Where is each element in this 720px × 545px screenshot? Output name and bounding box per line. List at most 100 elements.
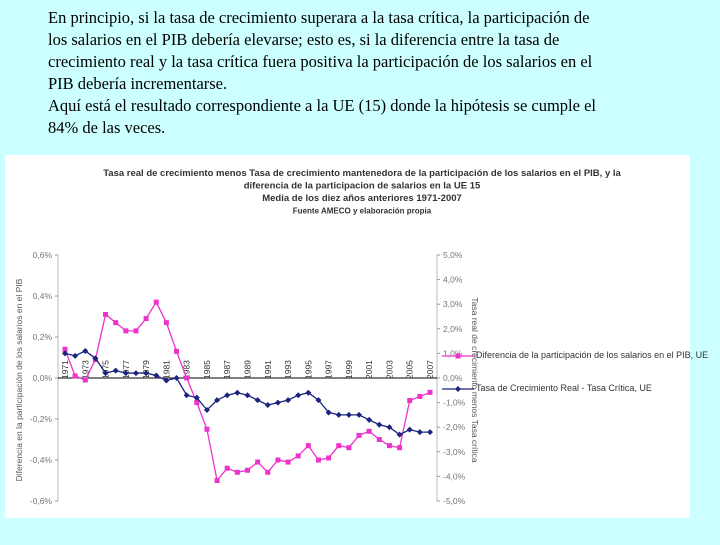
point: [417, 393, 423, 399]
point: [234, 389, 241, 396]
point: [193, 394, 200, 401]
point: [325, 409, 332, 416]
x-tick-label: 1971: [60, 360, 70, 379]
point: [407, 398, 413, 404]
point: [184, 375, 190, 381]
y2-tick-label: -1,0%: [443, 398, 466, 408]
point: [376, 421, 383, 428]
x-tick-label: 1981: [161, 360, 171, 379]
point: [397, 445, 403, 451]
x-tick-label: 2001: [364, 360, 374, 379]
point: [143, 316, 149, 322]
point: [315, 397, 322, 404]
point: [122, 370, 129, 377]
point: [356, 432, 362, 438]
y-tick-label: 0,0%: [33, 373, 53, 383]
x-tick-label: 1995: [303, 360, 313, 379]
point: [396, 431, 403, 438]
x-tick-label: 1989: [243, 360, 253, 379]
point: [285, 459, 291, 465]
slide-text-line: Aquí está el resultado correspondiente a…: [48, 96, 596, 115]
point: [386, 443, 392, 449]
chart-title: Fuente AMECO y elaboración propia: [293, 207, 432, 216]
slide-text-line: En principio, si la tasa de crecimiento …: [48, 8, 590, 27]
point: [265, 469, 271, 475]
point: [345, 411, 352, 418]
y2-tick-label: 4,0%: [443, 275, 463, 285]
y2-tick-label: -5,0%: [443, 496, 466, 506]
point: [275, 457, 281, 463]
x-tick-label: 1993: [283, 360, 293, 379]
x-tick-label: 1977: [121, 360, 131, 379]
point: [214, 397, 221, 404]
x-tick-label: 1973: [80, 360, 90, 379]
x-tick-label: 1997: [324, 360, 334, 379]
point: [245, 467, 250, 473]
y2-axis-label: Tasa real de crecimiento menos Tasa crít…: [470, 297, 480, 462]
point: [163, 320, 169, 326]
y-tick-label: -0,6%: [30, 496, 53, 506]
point: [203, 406, 210, 413]
y-tick-label: 0,6%: [33, 250, 53, 260]
point: [326, 455, 332, 461]
point: [376, 437, 382, 442]
slide-text-line: crecimiento real y la tasa crítica fuera…: [48, 52, 593, 71]
point: [82, 377, 88, 383]
y-tick-label: -0,4%: [30, 455, 53, 465]
point: [406, 426, 413, 433]
point: [356, 411, 363, 418]
point: [62, 346, 68, 352]
point: [234, 469, 240, 475]
point: [255, 459, 261, 465]
legend-swatch: [442, 353, 474, 359]
point: [295, 453, 301, 459]
point: [427, 389, 433, 395]
slide-text-line: PIB debería incrementarse.: [48, 74, 227, 93]
point: [92, 355, 99, 362]
point: [72, 373, 78, 379]
x-tick-label: 1979: [141, 360, 151, 379]
legend-item: Diferencia de la participación de los sa…: [438, 350, 720, 361]
chart-background: [5, 155, 690, 518]
x-tick-label: 1991: [263, 360, 273, 379]
point: [123, 328, 129, 334]
y2-tick-label: -2,0%: [443, 422, 466, 432]
x-tick-label: 1975: [101, 360, 111, 379]
y2-tick-label: -3,0%: [443, 447, 466, 457]
point: [173, 375, 180, 381]
point: [163, 377, 170, 384]
point: [214, 478, 220, 483]
point: [224, 465, 230, 471]
point: [366, 428, 372, 434]
y2-tick-label: 3,0%: [443, 299, 463, 309]
x-tick-label: 1983: [182, 360, 192, 379]
point: [153, 372, 160, 379]
point: [346, 445, 352, 451]
y2-tick-label: 2,0%: [443, 324, 463, 334]
point: [133, 328, 139, 334]
point: [153, 299, 159, 305]
point: [305, 443, 311, 449]
point: [224, 392, 231, 399]
point: [274, 399, 281, 406]
point: [386, 424, 393, 431]
point: [264, 402, 271, 409]
point: [336, 443, 342, 449]
x-tick-label: 2007: [425, 360, 435, 379]
point: [416, 429, 423, 436]
point: [113, 320, 119, 326]
point: [244, 392, 251, 399]
y2-tick-label: 5,0%: [443, 250, 463, 260]
point: [315, 457, 321, 463]
y-tick-label: 0,4%: [33, 291, 53, 301]
point: [305, 389, 312, 396]
legend-label: Diferencia de la participación de los sa…: [476, 350, 709, 360]
x-tick-label: 1985: [202, 360, 212, 379]
slide-text-line: los salarios en el PIB debería elevarse;…: [48, 30, 559, 49]
point: [285, 397, 292, 404]
y2-tick-label: 0,0%: [443, 373, 463, 383]
y-tick-label: -0,2%: [30, 414, 53, 424]
x-tick-label: 1987: [222, 360, 232, 379]
point: [335, 411, 342, 418]
